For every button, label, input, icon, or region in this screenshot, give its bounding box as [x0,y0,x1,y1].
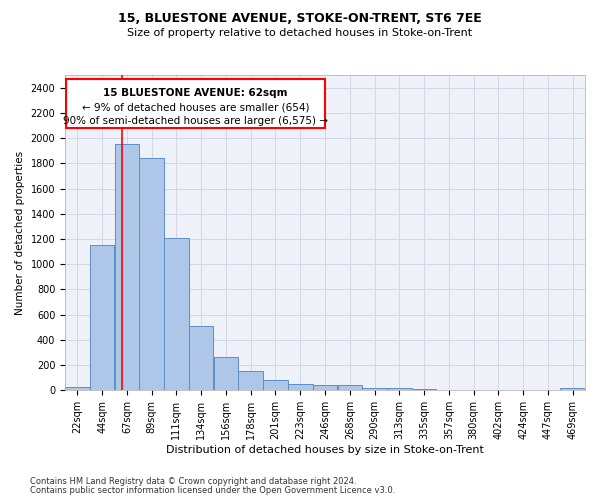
Y-axis label: Number of detached properties: Number of detached properties [15,150,25,314]
Text: Contains HM Land Registry data © Crown copyright and database right 2024.: Contains HM Land Registry data © Crown c… [30,477,356,486]
Bar [560,388,585,390]
FancyBboxPatch shape [66,79,325,128]
Bar [214,357,238,390]
Bar [189,326,214,390]
Bar [263,380,288,390]
Text: Size of property relative to detached houses in Stoke-on-Trent: Size of property relative to detached ho… [127,28,473,38]
Bar [90,246,115,390]
Bar [338,385,362,390]
Bar [362,388,387,390]
Text: 90% of semi-detached houses are larger (6,575) →: 90% of semi-detached houses are larger (… [63,116,328,126]
Text: Contains public sector information licensed under the Open Government Licence v3: Contains public sector information licen… [30,486,395,495]
Text: 15, BLUESTONE AVENUE, STOKE-ON-TRENT, ST6 7EE: 15, BLUESTONE AVENUE, STOKE-ON-TRENT, ST… [118,12,482,26]
X-axis label: Distribution of detached houses by size in Stoke-on-Trent: Distribution of detached houses by size … [166,445,484,455]
Text: ← 9% of detached houses are smaller (654): ← 9% of detached houses are smaller (654… [82,102,310,112]
Bar [313,384,337,390]
Bar [288,384,313,390]
Text: 15 BLUESTONE AVENUE: 62sqm: 15 BLUESTONE AVENUE: 62sqm [103,88,288,98]
Bar [412,388,436,390]
Bar [238,371,263,390]
Bar [115,144,139,390]
Bar [164,238,189,390]
Bar [387,388,412,390]
Bar [65,386,89,390]
Bar [139,158,164,390]
